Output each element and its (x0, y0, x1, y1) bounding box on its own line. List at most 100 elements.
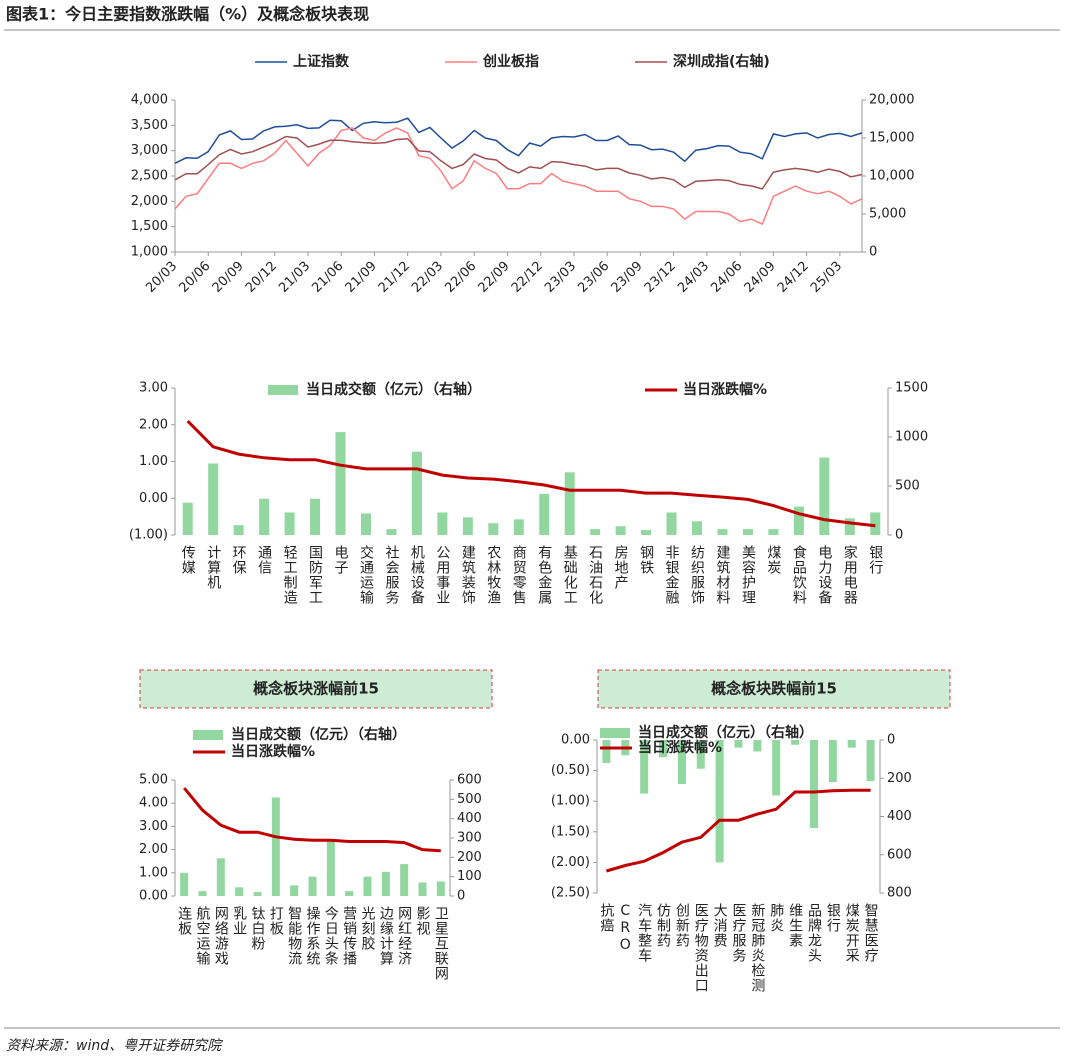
x-tick-label: 通信 (256, 545, 272, 575)
y-tick-label: (0.50) (551, 763, 590, 778)
y-tick-label: 2.00 (139, 842, 168, 857)
line-series (174, 135, 863, 190)
y-tick-label: 1.00 (139, 454, 168, 469)
x-tick-label: 22/09 (476, 259, 513, 296)
y-tick-label: (2.00) (551, 855, 590, 870)
bar (819, 457, 830, 535)
y2-tick-label: 400 (887, 809, 912, 824)
y-tick-label: 3.00 (139, 381, 168, 396)
x-tick-label: 23/06 (575, 259, 612, 296)
bar (418, 882, 427, 896)
x-tick-label: 21/09 (343, 259, 380, 296)
bar (692, 521, 703, 535)
legend-label: 当日成交额（亿元）（右轴） (231, 726, 406, 743)
x-tick-label: 肺炎 (768, 903, 784, 933)
bar (360, 513, 371, 535)
y2-tick-label: 0 (457, 889, 465, 904)
line-series (183, 787, 441, 853)
bar (539, 493, 550, 535)
source-note: 资料来源：wind、粤开证券研究院 (6, 1038, 223, 1054)
legend-swatch (193, 730, 223, 740)
y2-tick-label: 15,000 (869, 131, 915, 146)
x-tick-label: 新冠肺炎检测 (749, 903, 765, 993)
y2-tick-label: 0 (887, 733, 895, 748)
y2-tick-label: 20,000 (869, 93, 915, 108)
bar (793, 506, 804, 535)
bar (742, 529, 753, 535)
x-tick-label: 22/06 (442, 259, 479, 296)
y-tick-label: (1.50) (551, 824, 590, 839)
x-tick-label: 23/12 (642, 259, 679, 296)
x-tick-label: 20/12 (243, 259, 280, 296)
bar (198, 891, 207, 896)
y2-tick-label: 10,000 (869, 169, 915, 184)
x-tick-label: 农林牧渔 (485, 545, 501, 605)
x-tick-label: 乳业 (231, 906, 247, 936)
x-tick-label: 操作系统 (305, 906, 321, 966)
y2-tick-label: 5,000 (869, 207, 906, 222)
legend-swatch (268, 385, 298, 395)
x-tick-label: 25/03 (808, 259, 845, 296)
x-tick-label: CRO (617, 903, 633, 954)
line-series (174, 117, 863, 164)
title-box (139, 669, 493, 709)
bar (696, 740, 705, 769)
x-tick-label: 影视 (415, 906, 431, 936)
x-tick-label: 光刻胶 (360, 906, 376, 951)
y-tick-label: 1,500 (131, 219, 168, 234)
x-tick-label: 24/03 (675, 259, 712, 296)
bar (259, 498, 270, 535)
bar (772, 740, 781, 796)
bar (271, 797, 280, 896)
y2-tick-label: 1000 (895, 430, 928, 445)
bar (284, 512, 295, 535)
x-tick-label: 国防军工 (307, 545, 323, 605)
bar (870, 512, 881, 535)
y2-tick-label: 600 (887, 847, 912, 862)
x-tick-label: 航空运输 (195, 906, 211, 966)
bar (253, 892, 262, 896)
y-tick-label: (1.00) (129, 528, 168, 543)
bar (310, 498, 321, 535)
legend-swatch (600, 728, 630, 738)
x-tick-label: 电子 (333, 545, 349, 575)
bar (235, 887, 244, 896)
bar (753, 740, 762, 752)
bar (666, 512, 677, 535)
x-tick-label: 计算机 (205, 545, 221, 590)
x-tick-label: 维生素 (787, 903, 803, 948)
bar (208, 463, 219, 535)
x-tick-label: 卫星互联网 (433, 906, 449, 981)
bar (335, 432, 346, 535)
x-tick-label: 抗癌 (598, 903, 614, 933)
x-tick-label: 钢铁 (638, 545, 654, 575)
bar (381, 871, 390, 896)
y-tick-label: 1,000 (131, 245, 168, 260)
x-tick-label: 电力设备 (816, 545, 832, 605)
x-tick-label: 智慧医疗 (863, 903, 879, 963)
bar (345, 891, 354, 896)
bar (615, 526, 626, 535)
x-tick-label: 网红经济 (396, 906, 412, 966)
bar (363, 876, 372, 896)
x-tick-label: 社会服务 (383, 545, 399, 605)
bar (590, 529, 601, 535)
y-tick-label: 3,500 (131, 118, 168, 133)
x-tick-label: 房地产 (613, 545, 629, 590)
x-tick-label: 智能物流 (286, 906, 302, 966)
x-tick-label: 品牌龙头 (806, 903, 822, 963)
bar (640, 740, 649, 794)
y-tick-label: 5.00 (139, 773, 168, 788)
y-tick-label: (2.50) (551, 886, 590, 901)
bar (308, 876, 317, 896)
x-tick-label: 20/06 (176, 259, 213, 296)
page-title: 图表1：今日主要指数涨跌幅（%）及概念板块表现 (6, 5, 369, 24)
x-tick-label: 今日头条 (323, 906, 339, 966)
legend-label: 深圳成指(右轴) (673, 53, 770, 70)
line-series (605, 788, 871, 873)
x-tick-label: 银行 (825, 903, 841, 933)
y-tick-label: 4,000 (131, 93, 168, 108)
y-tick-label: 0.00 (561, 733, 590, 748)
bar (233, 525, 244, 535)
